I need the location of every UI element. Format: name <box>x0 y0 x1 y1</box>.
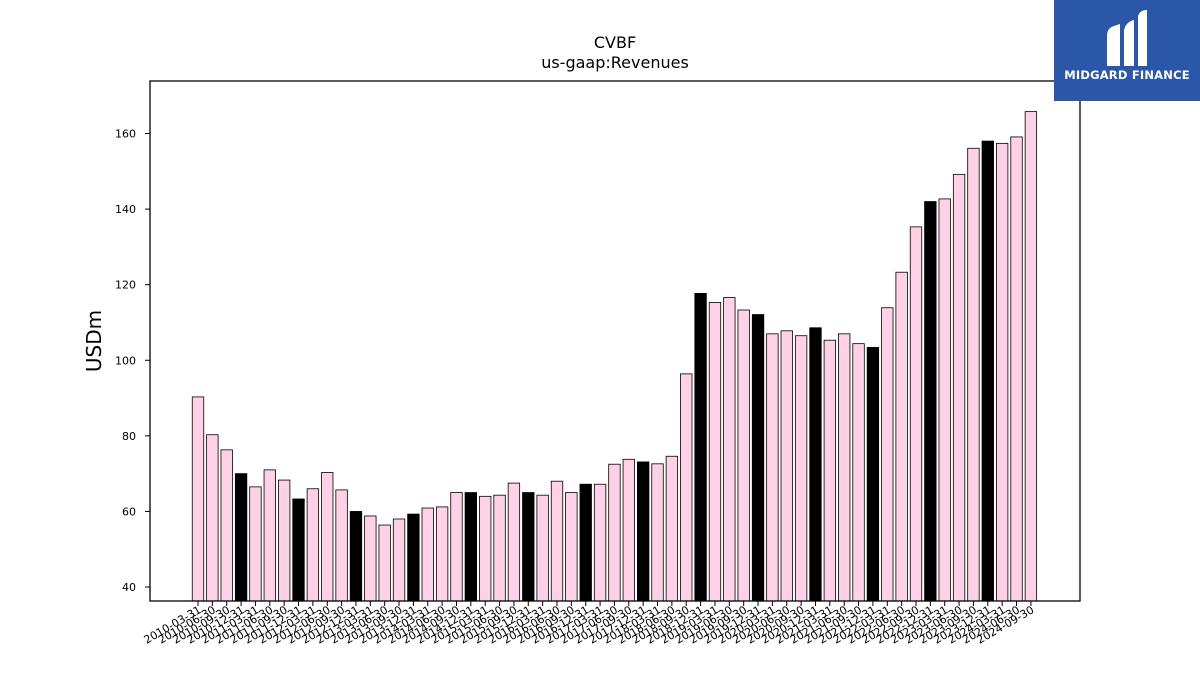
bar-2024-09-30 <box>1024 111 1038 602</box>
bar-2022-06-30 <box>895 271 908 602</box>
bar-2024-06-30 <box>1010 136 1023 602</box>
logo-text: MIDGARD FINANCE <box>1064 68 1190 82</box>
bar-2020-06-30 <box>780 330 793 602</box>
y-axis-ticks: 40 60 80 100 120 140 160 <box>115 128 150 594</box>
bar-2012-09-30 <box>335 489 348 602</box>
bar-2014-09-30 <box>450 492 463 602</box>
bar-2019-06-30 <box>723 297 736 602</box>
bar-2010-12-31 <box>234 473 248 602</box>
bar-2015-12-31 <box>522 492 535 602</box>
bar-2017-06-30 <box>608 463 621 602</box>
chart-subtitle: us-gaap:Revenues <box>541 53 689 72</box>
bar-2013-12-31 <box>407 513 420 602</box>
bar-2018-06-30 <box>665 455 679 602</box>
y-tick-label: 60 <box>122 505 136 518</box>
bar-2023-06-30 <box>952 173 966 602</box>
bar-2014-03-31 <box>421 507 434 602</box>
bar-2019-09-30 <box>737 309 750 602</box>
bars-group <box>191 111 1038 602</box>
bar-2023-03-31 <box>938 198 951 602</box>
bar-2020-09-30 <box>794 335 808 602</box>
x-axis-ticks: 2010-03-312010-06-302010-09-302010-12-31… <box>142 601 1036 647</box>
bar-2019-03-31 <box>708 302 722 602</box>
bar-2022-03-31 <box>881 307 894 602</box>
bar-2011-06-30 <box>263 469 276 602</box>
bar-2011-12-31 <box>292 498 305 602</box>
chart-title: CVBF <box>594 33 636 52</box>
bar-2013-09-30 <box>392 518 406 602</box>
bar-2017-03-31 <box>593 483 607 602</box>
bar-2021-06-30 <box>838 333 851 602</box>
bar-2015-09-30 <box>507 482 521 602</box>
bar-2015-03-31 <box>479 495 492 602</box>
bar-2018-09-30 <box>680 373 693 602</box>
bar-2020-03-31 <box>766 333 779 602</box>
midgard-m-logo-icon <box>1107 10 1147 66</box>
bar-2011-09-30 <box>278 479 291 602</box>
bar-2015-06-30 <box>493 494 506 602</box>
bar-2018-03-31 <box>651 463 664 602</box>
bar-2017-09-30 <box>622 458 635 602</box>
bar-2016-03-31 <box>536 494 549 602</box>
bar-2011-03-31 <box>249 486 262 602</box>
bar-2018-12-31 <box>694 292 707 602</box>
bar-2022-12-31 <box>924 201 937 602</box>
bar-2020-12-31 <box>809 327 822 602</box>
bar-2012-03-31 <box>306 488 320 602</box>
y-tick-label: 40 <box>122 581 136 594</box>
bar-2012-12-31 <box>349 511 363 602</box>
bar-2013-03-31 <box>364 515 377 602</box>
midgard-finance-logo: MIDGARD FINANCE <box>1054 0 1200 101</box>
bar-2010-03-31 <box>191 396 205 602</box>
bar-2010-06-30 <box>206 434 219 602</box>
y-tick-label: 100 <box>115 354 136 367</box>
bar-2021-03-31 <box>823 339 836 602</box>
y-tick-label: 140 <box>115 203 136 216</box>
y-axis-label: USDm <box>82 310 106 372</box>
bar-2012-06-30 <box>321 472 334 602</box>
bar-2010-09-30 <box>220 449 233 602</box>
bar-2013-06-30 <box>378 524 391 602</box>
bar-2014-06-30 <box>435 506 449 602</box>
bar-2023-12-31 <box>981 140 994 602</box>
bar-2024-03-31 <box>996 142 1009 602</box>
plot-frame <box>149 80 1081 602</box>
bar-2021-12-31 <box>866 347 880 602</box>
bar-2014-12-31 <box>464 492 477 602</box>
bar-2023-09-30 <box>967 147 980 602</box>
bar-2016-12-31 <box>579 483 592 602</box>
bar-2016-06-30 <box>550 480 564 602</box>
bar-2022-09-30 <box>909 226 923 602</box>
bar-2016-09-30 <box>565 492 578 602</box>
y-tick-label: 80 <box>122 430 136 443</box>
bar-2019-12-31 <box>751 314 765 602</box>
bar-2021-09-30 <box>852 343 865 602</box>
y-tick-label: 120 <box>115 279 136 292</box>
bar-2017-12-31 <box>637 461 650 602</box>
y-tick-label: 160 <box>115 128 136 141</box>
